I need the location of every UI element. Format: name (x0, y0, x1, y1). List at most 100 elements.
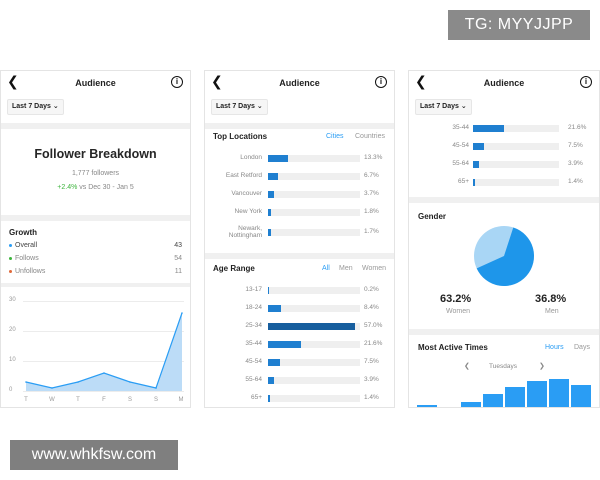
follows-dot-icon (9, 256, 12, 260)
men-label: Men (545, 308, 559, 315)
location-row: New York 1.8% (205, 205, 394, 219)
most-active-times-title: Most Active Times (418, 343, 488, 352)
audience-overview-panel: ❮ Audience i Last 7 Days ⌄ Follower Brea… (0, 70, 191, 408)
tab-countries[interactable]: Countries (355, 133, 385, 140)
growth-value: 54 (174, 255, 182, 262)
x-tick-label: S (153, 397, 158, 403)
women-percent: 63.2% (440, 293, 472, 305)
y-tick-label: 20 (9, 327, 16, 333)
info-icon[interactable]: i (580, 76, 592, 88)
selected-day: Tuesdays (489, 363, 517, 370)
age-label: 55-64 (245, 376, 262, 383)
age-bar (268, 287, 270, 294)
growth-value: 11 (174, 268, 182, 275)
gridline (23, 331, 184, 332)
date-range-dropdown[interactable]: Last 7 Days ⌄ (7, 99, 64, 115)
growth-row-overall: Overall 43 (9, 242, 182, 252)
chevron-left-icon[interactable]: ❮ (211, 73, 223, 89)
location-bar (268, 173, 279, 180)
tab-cities[interactable]: Cities (326, 133, 344, 140)
age-range-title: Age Range (213, 264, 255, 273)
chevron-left-icon[interactable]: ❮ (415, 73, 427, 89)
watermark-bottom: www.whkfsw.com (10, 440, 178, 470)
delta-percent: +2.4% (57, 184, 78, 191)
info-icon[interactable]: i (171, 76, 183, 88)
age-bar (268, 305, 281, 312)
location-row: Vancouver 3.7% (205, 187, 394, 201)
growth-point (77, 381, 79, 383)
location-percent: 3.7% (364, 190, 379, 197)
location-label: London (240, 154, 262, 161)
pie-slice-women (476, 227, 534, 286)
delta-period: vs Dec 30 - Jan 5 (77, 184, 134, 191)
tab-days[interactable]: Days (574, 344, 590, 351)
age-row: 65+ 1.4% (409, 175, 599, 189)
bar-track (268, 209, 360, 216)
x-tick-label: T (76, 397, 80, 403)
follower-delta: +2.4% vs Dec 30 - Jan 5 (1, 184, 190, 191)
tab-all[interactable]: All (322, 265, 330, 272)
divider (409, 197, 599, 203)
location-label: Newark, Nottingham (228, 225, 262, 239)
chevron-right-icon[interactable]: ❯ (539, 363, 545, 370)
info-icon[interactable]: i (375, 76, 387, 88)
growth-point (25, 381, 27, 383)
date-range-dropdown[interactable]: Last 7 Days ⌄ (415, 99, 472, 115)
growth-point (155, 387, 157, 389)
growth-area (26, 313, 182, 391)
gender-pie-chart (473, 225, 535, 287)
x-tick-label: T (24, 397, 28, 403)
growth-row-unfollows: Unfollows 11 (9, 268, 182, 278)
tab-women[interactable]: Women (362, 265, 386, 272)
location-row: London 13.3% (205, 151, 394, 165)
age-label: 45-54 (452, 142, 469, 149)
tab-men[interactable]: Men (339, 265, 353, 272)
bar-track (268, 341, 360, 348)
tab-hours[interactable]: Hours (545, 344, 564, 351)
age-bar (268, 359, 280, 366)
active-hour-bar (505, 386, 525, 407)
bar-track (268, 377, 360, 384)
page-title: Audience (75, 78, 116, 88)
age-label: 45-54 (245, 358, 262, 365)
age-label: 65+ (250, 394, 262, 401)
divider (205, 253, 394, 259)
y-tick-label: 10 (9, 357, 16, 363)
age-row: 25-34 57.0% (205, 319, 394, 333)
age-row: 55-64 3.9% (205, 373, 394, 387)
bar-track (268, 173, 360, 180)
location-percent: 6.7% (364, 172, 379, 179)
divider (1, 215, 190, 221)
growth-label: Overall (15, 242, 38, 249)
gridline (23, 361, 184, 362)
chevron-left-icon[interactable]: ❮ (464, 363, 470, 370)
location-bar (268, 209, 271, 216)
age-percent: 0.2% (364, 286, 379, 293)
growth-label: Unfollows (15, 268, 46, 275)
growth-point (51, 387, 53, 389)
age-label: 55-64 (452, 160, 469, 167)
overall-dot-icon (9, 243, 12, 247)
age-label: 25-34 (245, 322, 262, 329)
bar-track (268, 395, 360, 402)
age-label: 13-17 (245, 286, 262, 293)
bar-track (473, 125, 559, 132)
bar-track (268, 287, 360, 294)
age-row: 65+ 1.4% (205, 391, 394, 405)
active-hour-bar (417, 404, 437, 407)
follower-breakdown-title: Follower Breakdown (34, 147, 157, 161)
chevron-left-icon[interactable]: ❮ (7, 73, 19, 89)
age-label: 18-24 (245, 304, 262, 311)
x-tick-label: M (178, 397, 184, 403)
top-locations-title: Top Locations (213, 132, 268, 141)
date-range-dropdown[interactable]: Last 7 Days ⌄ (211, 99, 268, 115)
location-label: East Retford (225, 172, 262, 179)
age-percent: 21.6% (568, 124, 587, 131)
divider (1, 283, 190, 287)
bar-track (473, 179, 559, 186)
gridline (23, 391, 184, 392)
active-hour-bar (461, 401, 481, 407)
audience-locations-panel: ❮ Audience i Last 7 Days ⌄ Top Locations… (204, 70, 395, 408)
growth-point (129, 381, 131, 383)
audience-gender-panel: ❮ Audience i Last 7 Days ⌄ 35-44 21.6% 4… (408, 70, 600, 408)
